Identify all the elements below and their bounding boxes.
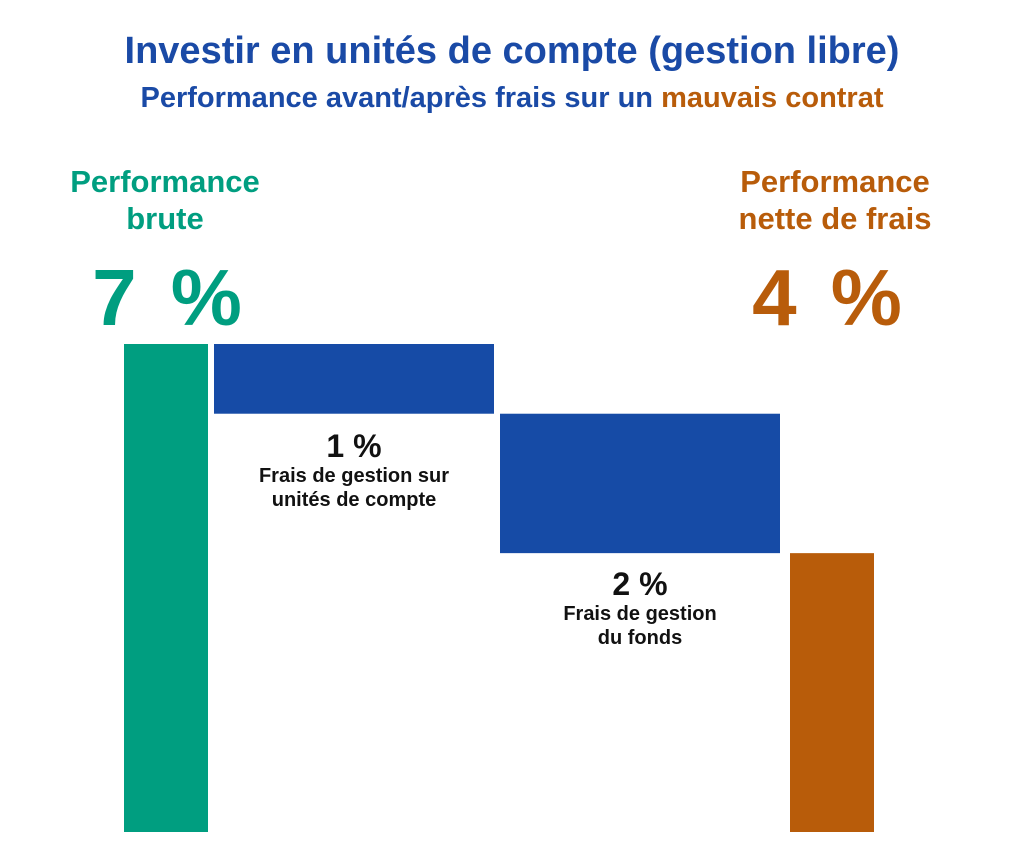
fee1-bar	[214, 344, 494, 414]
subtitle-highlight: mauvais contrat	[661, 82, 884, 114]
net-header: Performance nette de frais	[690, 163, 980, 237]
net-header-text: Performance nette de frais	[738, 164, 932, 236]
fee1-desc-line1: Frais de gestion sur	[258, 465, 450, 487]
fee2-label: 2 % Frais de gestion du fonds	[500, 566, 780, 650]
net-value-label: 4 %	[752, 253, 908, 342]
fee1-desc-line2: unités de compte	[271, 489, 437, 511]
gross-bar	[124, 344, 208, 832]
gross-header: Performance brute	[20, 163, 310, 237]
gross-value-label: 7 %	[92, 253, 248, 342]
subtitle-prefix: Performance avant/après frais sur un	[140, 82, 662, 114]
gross-header-text: Performance brute	[70, 164, 260, 236]
fee2-bar	[500, 413, 780, 554]
fee2-pct: 2 %	[612, 566, 668, 602]
fee1-pct: 1 %	[326, 428, 382, 464]
fee1-label: 1 % Frais de gestion sur unités de compt…	[214, 428, 494, 512]
chart-subtitle: Performance avant/après frais sur un mau…	[0, 82, 1024, 115]
chart-title: Investir en unités de compte (gestion li…	[124, 30, 900, 72]
fee2-desc-line1: Frais de gestion	[563, 603, 717, 625]
fee2-desc-line2: du fonds	[597, 627, 683, 649]
net-bar	[790, 553, 874, 832]
